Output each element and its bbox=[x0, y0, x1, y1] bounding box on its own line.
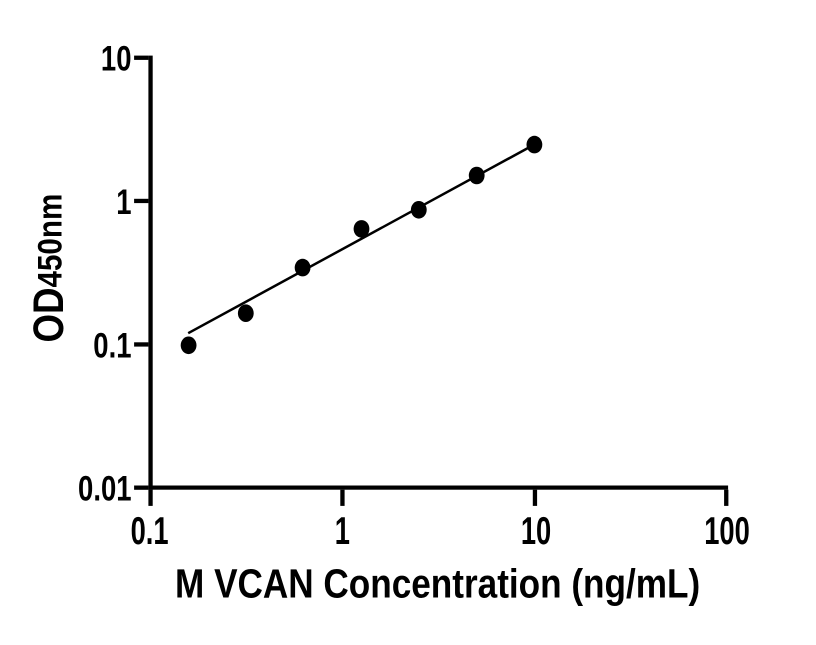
svg-text:M VCAN Concentration (ng/mL): M VCAN Concentration (ng/mL) bbox=[175, 562, 700, 607]
svg-text:0.1: 0.1 bbox=[131, 511, 169, 554]
svg-text:1: 1 bbox=[116, 183, 131, 222]
svg-text:10: 10 bbox=[101, 40, 132, 79]
svg-text:10: 10 bbox=[521, 511, 551, 554]
svg-text:OD450nm: OD450nm bbox=[25, 194, 72, 343]
svg-text:0.01: 0.01 bbox=[78, 469, 131, 508]
svg-text:100: 100 bbox=[704, 511, 750, 554]
svg-text:0.1: 0.1 bbox=[93, 326, 131, 365]
svg-text:1: 1 bbox=[335, 511, 350, 554]
